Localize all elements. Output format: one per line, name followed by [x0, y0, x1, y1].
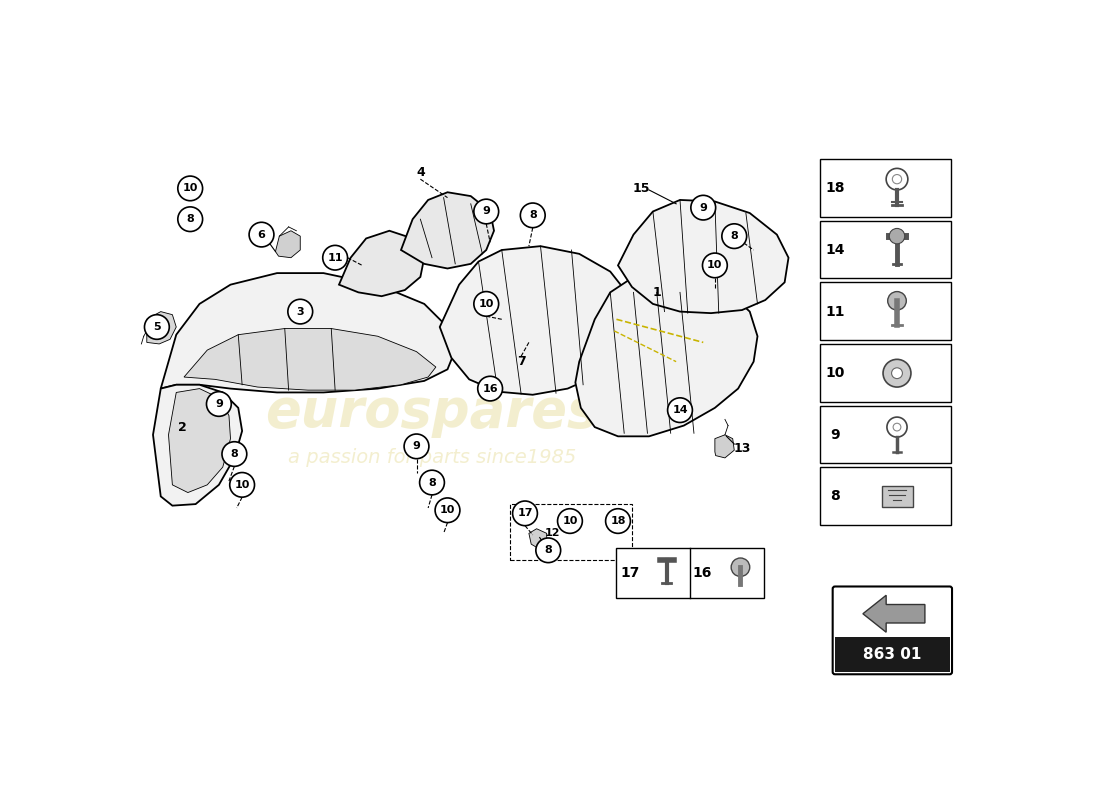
Text: 9: 9 — [830, 428, 839, 442]
Text: 10: 10 — [478, 299, 494, 309]
Circle shape — [222, 442, 246, 466]
Circle shape — [288, 299, 312, 324]
Circle shape — [322, 246, 348, 270]
Circle shape — [404, 434, 429, 458]
FancyBboxPatch shape — [833, 586, 952, 674]
Text: 16: 16 — [692, 566, 712, 581]
Polygon shape — [440, 246, 634, 394]
Circle shape — [436, 498, 460, 522]
Text: 8: 8 — [428, 478, 436, 487]
Text: 14: 14 — [672, 405, 688, 415]
Polygon shape — [575, 271, 758, 436]
Circle shape — [536, 538, 561, 562]
Circle shape — [703, 253, 727, 278]
Circle shape — [732, 558, 750, 577]
Circle shape — [144, 314, 169, 339]
FancyBboxPatch shape — [835, 637, 949, 672]
Text: 7: 7 — [517, 355, 526, 368]
Text: 1: 1 — [652, 286, 661, 299]
Circle shape — [889, 229, 904, 244]
Circle shape — [178, 176, 202, 201]
FancyBboxPatch shape — [820, 221, 952, 278]
Circle shape — [419, 470, 444, 495]
Text: 9: 9 — [700, 202, 707, 213]
FancyBboxPatch shape — [616, 548, 763, 598]
Text: 17: 17 — [517, 508, 532, 518]
Circle shape — [513, 501, 538, 526]
Text: 10: 10 — [234, 480, 250, 490]
Text: 8: 8 — [186, 214, 194, 224]
Text: 18: 18 — [610, 516, 626, 526]
Text: 9: 9 — [482, 206, 491, 217]
Text: 3: 3 — [296, 306, 304, 317]
Text: 5: 5 — [153, 322, 161, 332]
Text: 11: 11 — [825, 305, 845, 318]
Circle shape — [888, 291, 906, 310]
FancyBboxPatch shape — [820, 467, 952, 525]
Circle shape — [691, 195, 716, 220]
Polygon shape — [146, 311, 176, 344]
Text: 6: 6 — [257, 230, 265, 240]
Polygon shape — [402, 192, 494, 269]
Polygon shape — [862, 595, 925, 632]
Text: 9: 9 — [412, 442, 420, 451]
Text: 18: 18 — [825, 182, 845, 195]
Circle shape — [668, 398, 692, 422]
Polygon shape — [168, 389, 231, 493]
Circle shape — [892, 174, 902, 184]
Polygon shape — [184, 329, 436, 390]
Circle shape — [249, 222, 274, 247]
FancyBboxPatch shape — [820, 406, 952, 463]
Text: 10: 10 — [562, 516, 578, 526]
Text: 4: 4 — [416, 166, 425, 179]
Text: 12: 12 — [544, 528, 560, 538]
Text: 10: 10 — [707, 261, 723, 270]
Text: 16: 16 — [482, 383, 498, 394]
Circle shape — [520, 203, 546, 228]
Polygon shape — [715, 435, 735, 458]
Text: 8: 8 — [830, 490, 840, 503]
FancyBboxPatch shape — [820, 159, 952, 217]
FancyBboxPatch shape — [820, 344, 952, 402]
Circle shape — [887, 168, 907, 190]
Text: 17: 17 — [620, 566, 640, 581]
Text: a passion for parts since1985: a passion for parts since1985 — [288, 448, 576, 467]
Polygon shape — [529, 529, 547, 549]
Text: 9: 9 — [214, 399, 223, 409]
Circle shape — [722, 224, 747, 249]
Text: 863 01: 863 01 — [864, 647, 922, 662]
Polygon shape — [275, 230, 300, 258]
Circle shape — [477, 376, 503, 401]
Text: 11: 11 — [328, 253, 343, 262]
Circle shape — [892, 368, 902, 378]
Circle shape — [474, 199, 498, 224]
Circle shape — [883, 359, 911, 387]
Text: 8: 8 — [529, 210, 537, 220]
Circle shape — [474, 291, 498, 316]
Text: 8: 8 — [730, 231, 738, 241]
Text: 8: 8 — [231, 449, 239, 459]
Circle shape — [606, 509, 630, 534]
FancyBboxPatch shape — [881, 486, 913, 507]
FancyBboxPatch shape — [820, 282, 952, 340]
Polygon shape — [339, 230, 425, 296]
Text: eurospares: eurospares — [265, 386, 598, 438]
Circle shape — [207, 392, 231, 416]
Polygon shape — [618, 200, 789, 313]
Text: 10: 10 — [825, 366, 845, 380]
Text: 13: 13 — [734, 442, 750, 455]
Circle shape — [230, 473, 254, 497]
Text: 2: 2 — [178, 421, 187, 434]
Circle shape — [893, 423, 901, 431]
Polygon shape — [153, 385, 242, 506]
Polygon shape — [161, 273, 455, 393]
Circle shape — [887, 417, 907, 437]
Text: 10: 10 — [183, 183, 198, 194]
Text: 8: 8 — [544, 546, 552, 555]
Text: 14: 14 — [825, 243, 845, 257]
Text: 15: 15 — [632, 182, 650, 195]
Circle shape — [178, 207, 202, 231]
Circle shape — [558, 509, 582, 534]
Text: 10: 10 — [440, 506, 455, 515]
